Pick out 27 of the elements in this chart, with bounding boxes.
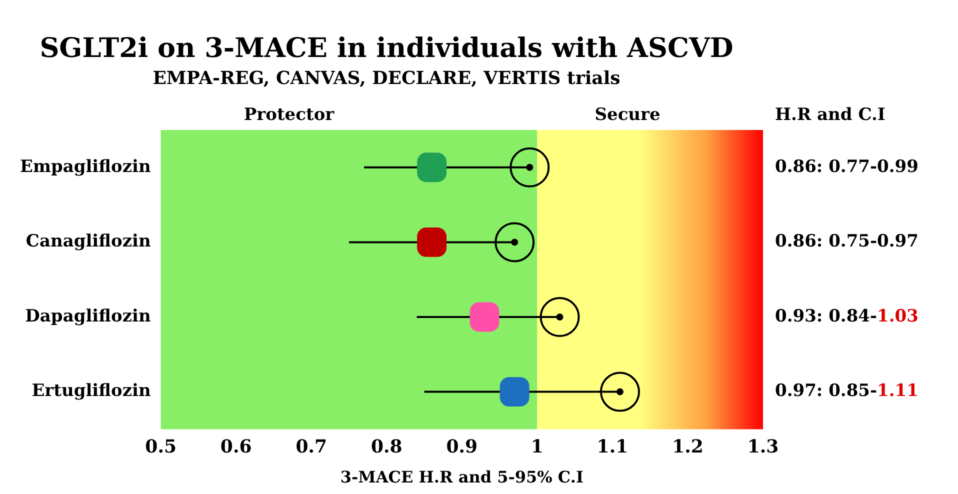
point — [500, 377, 530, 407]
x-tick-label: 0.8 — [370, 436, 402, 458]
data-label: 0.93: 0.84-1.03 — [775, 306, 918, 326]
point — [417, 152, 447, 182]
data-label: 0.97: 0.85-1.11 — [775, 381, 918, 402]
point — [470, 302, 500, 332]
data-label: 0.86: 0.77-0.99 — [775, 156, 918, 177]
x-axis-title: 3-MACE H.R and 5-95% C.I — [340, 468, 584, 487]
x-tick-label: 1 — [530, 436, 544, 458]
data-label: 0.86: 0.75-0.97 — [775, 232, 918, 252]
point — [417, 227, 447, 257]
chart-subtitle: EMPA-REG, CANVAS, DECLARE, VERTIS trials — [152, 68, 620, 89]
y-tick-label: Canagliflozin — [26, 232, 151, 252]
x-tick-label: 1.3 — [747, 436, 779, 458]
x-tick-label: 0.7 — [296, 436, 328, 458]
y-tick-label: Empagliflozin — [20, 156, 151, 177]
band-label: Secure — [594, 104, 660, 125]
x-tick-label: 1.1 — [596, 436, 628, 458]
chart-title: SGLT2i on 3-MACE in individuals with ASCVD — [40, 33, 734, 64]
y-tick-label: Ertugliflozin — [32, 381, 151, 402]
text: H.R and C.I — [775, 104, 886, 125]
band-label: Protector — [244, 104, 336, 125]
y-tick-label: Dapagliflozin — [25, 306, 151, 326]
x-tick-label: 0.5 — [145, 436, 176, 458]
x-tick-label: 0.6 — [220, 436, 252, 458]
x-tick-label: 1.2 — [672, 436, 704, 458]
x-tick-label: 0.9 — [446, 436, 478, 458]
